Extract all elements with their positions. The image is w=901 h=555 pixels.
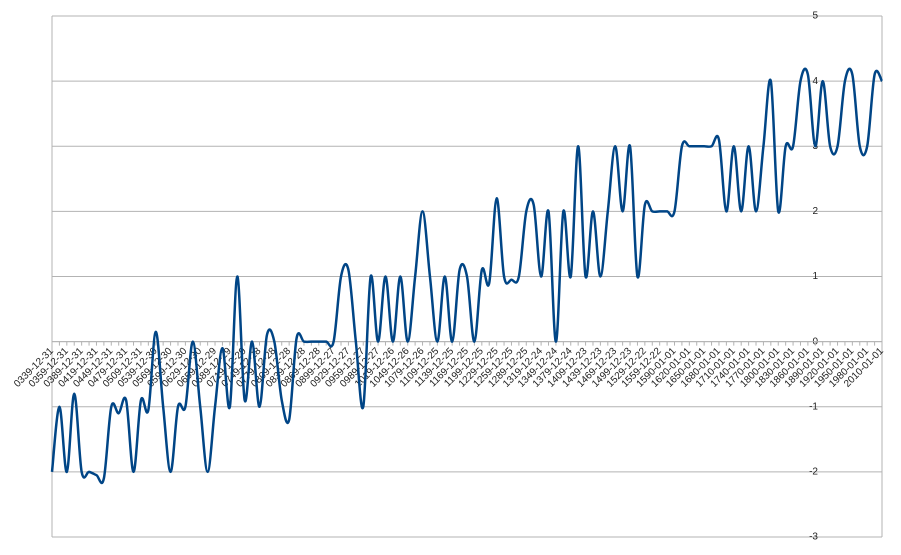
y-tick-label: 1 (812, 271, 818, 282)
y-tick-label: -2 (809, 467, 818, 478)
data-line (50, 67, 884, 485)
y-tick-label: -3 (809, 532, 818, 543)
y-tick-label: 4 (812, 76, 818, 87)
y-tick-label: 5 (812, 11, 818, 22)
y-tick-label: 2 (812, 206, 818, 217)
y-tick-label: -1 (809, 401, 818, 412)
